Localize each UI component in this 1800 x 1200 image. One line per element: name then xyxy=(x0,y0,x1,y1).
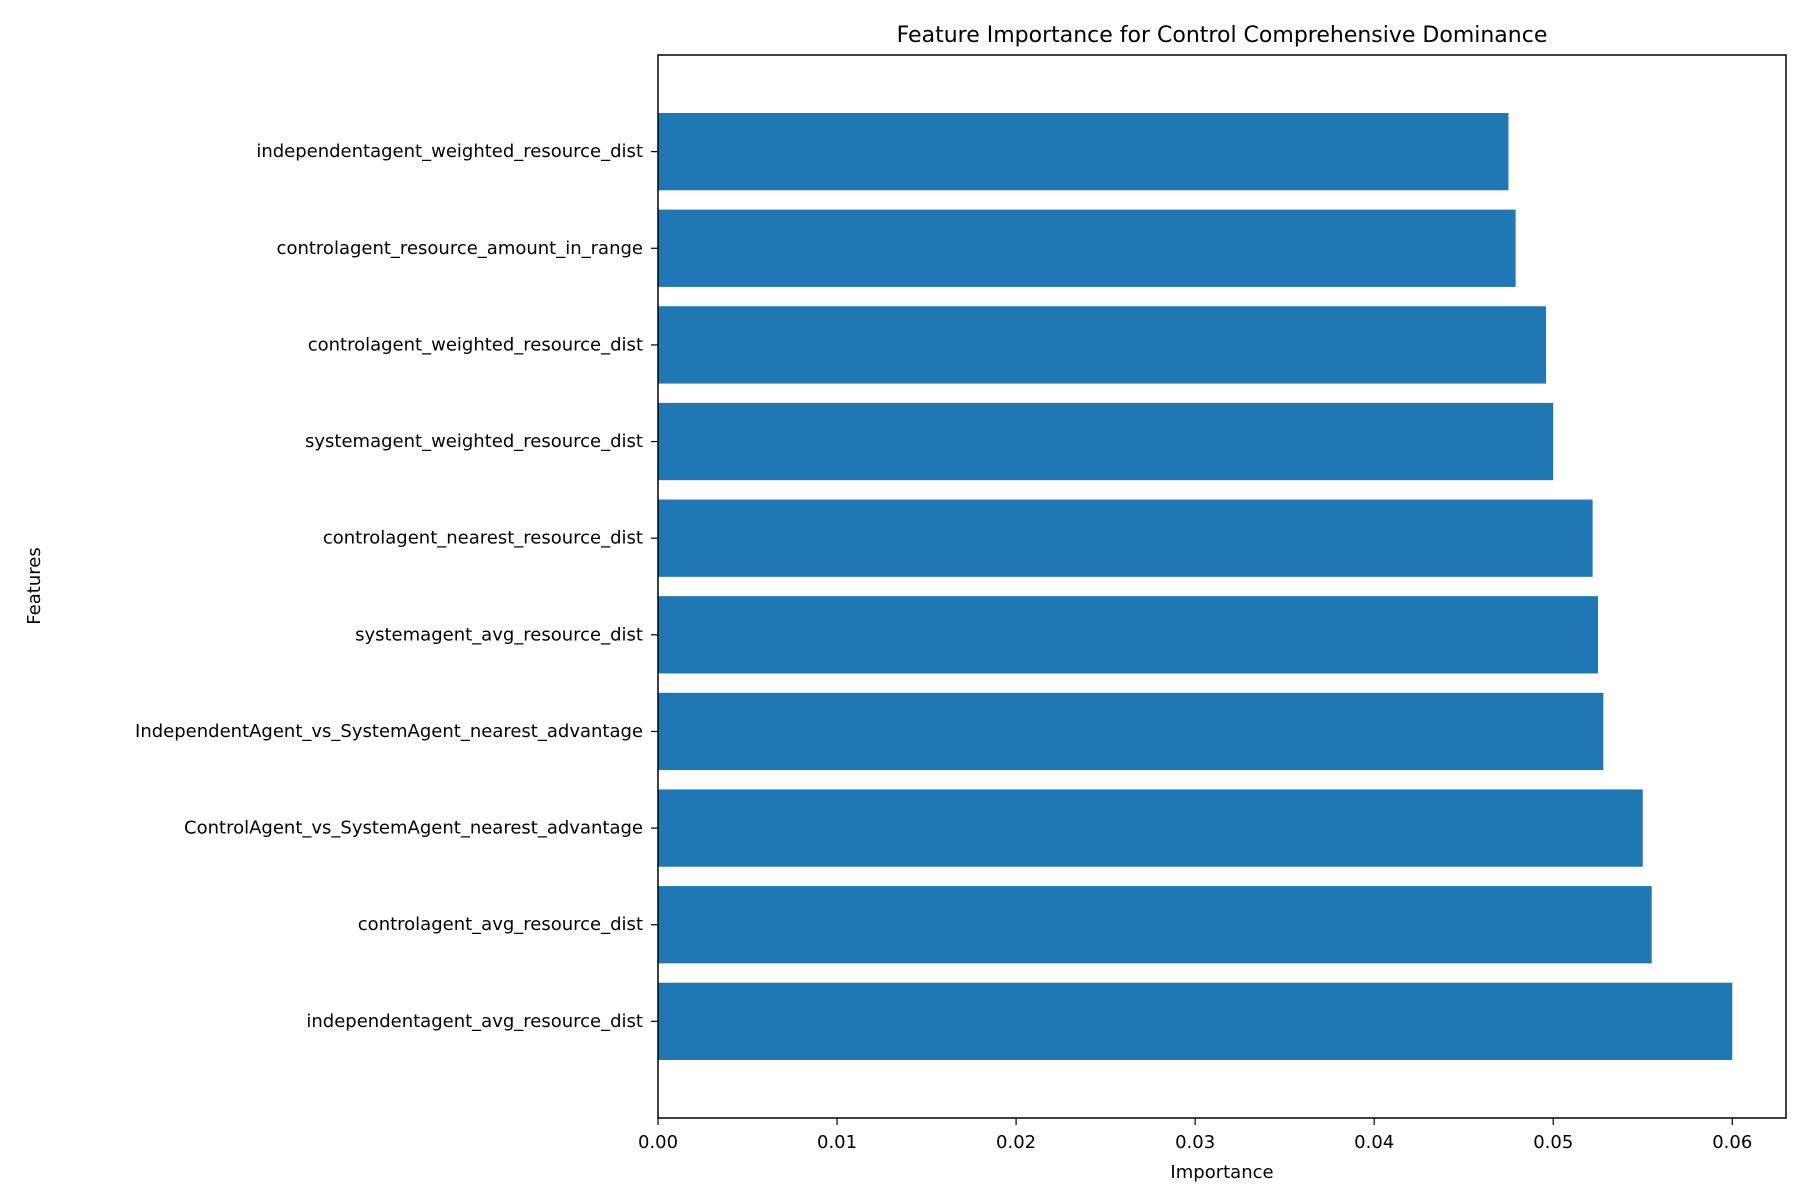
y-tick-label: controlagent_weighted_resource_dist xyxy=(308,334,643,355)
bar-ControlAgent_vs_SystemAgent_nearest_advantage xyxy=(658,789,1643,867)
bars-layer xyxy=(658,112,1733,1061)
bar-controlagent_resource_amount_in_range xyxy=(658,209,1516,287)
x-tick-label: 0.04 xyxy=(1354,1132,1394,1153)
bar-controlagent_avg_resource_dist xyxy=(658,886,1652,964)
x-tick-label: 0.00 xyxy=(638,1132,678,1153)
bar-controlagent_weighted_resource_dist xyxy=(658,306,1547,384)
x-tick-label: 0.06 xyxy=(1712,1132,1752,1153)
bar-independentagent_avg_resource_dist xyxy=(658,982,1733,1061)
plot-area-frame xyxy=(657,54,1787,1119)
x-axis-label: Importance xyxy=(1170,1162,1273,1183)
y-tick-label: systemagent_weighted_resource_dist xyxy=(305,431,643,452)
x-tick-label: 0.02 xyxy=(996,1132,1036,1153)
chart-title: Feature Importance for Control Comprehen… xyxy=(897,23,1548,48)
y-tick-label: controlagent_nearest_resource_dist xyxy=(323,528,643,549)
y-tick-label: controlagent_resource_amount_in_range xyxy=(277,238,643,259)
bar-IndependentAgent_vs_SystemAgent_nearest_advantage xyxy=(658,692,1604,771)
y-tick-label: controlagent_avg_resource_dist xyxy=(358,914,643,935)
y-tick-label: ControlAgent_vs_SystemAgent_nearest_adva… xyxy=(184,818,643,839)
bar-systemagent_weighted_resource_dist xyxy=(658,402,1554,481)
y-tick-label: independentagent_avg_resource_dist xyxy=(306,1011,643,1032)
y-axis-ticks: independentagent_weighted_resource_distc… xyxy=(135,141,658,1032)
y-axis-label: Features xyxy=(24,547,45,624)
x-axis-ticks: 0.00 0.01 0.02 0.03 0.04 0.05 0.06 xyxy=(638,1118,1752,1153)
x-tick-label: 0.05 xyxy=(1533,1132,1573,1153)
y-tick-label: systemagent_avg_resource_dist xyxy=(355,624,643,645)
bar-controlagent_nearest_resource_dist xyxy=(658,499,1593,577)
bar-independentagent_weighted_resource_dist xyxy=(658,112,1509,191)
y-tick-label: independentagent_weighted_resource_dist xyxy=(256,141,643,162)
x-tick-label: 0.01 xyxy=(817,1132,857,1153)
y-tick-label: IndependentAgent_vs_SystemAgent_nearest_… xyxy=(135,721,643,742)
x-tick-label: 0.03 xyxy=(1175,1132,1215,1153)
bar-systemagent_avg_resource_dist xyxy=(658,596,1598,674)
